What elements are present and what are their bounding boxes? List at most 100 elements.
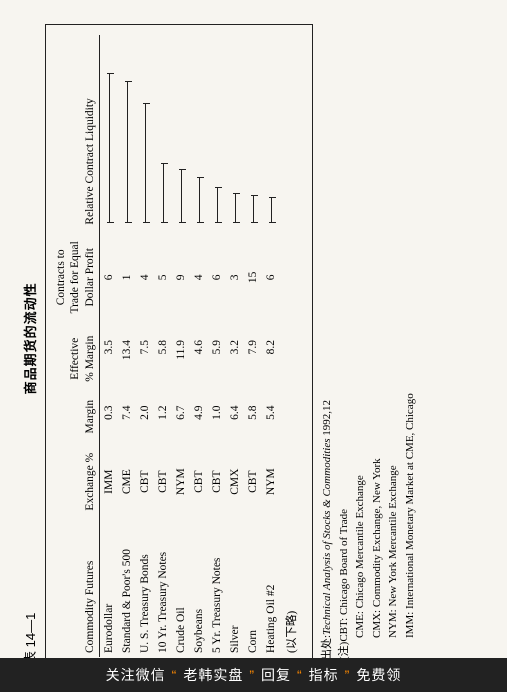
liquidity-bar (253, 195, 254, 223)
cell-exchange: NYM (172, 442, 190, 522)
cell-effective: 3.5 (100, 326, 119, 391)
liquidity-bar (109, 73, 110, 223)
note-line: NYM: New York Mercantile Exchange (385, 24, 402, 660)
cell-liquidity (100, 35, 119, 229)
col-margin: Margin (52, 391, 100, 441)
cell-effective: 8.2 (262, 326, 280, 391)
table-row: CornCBT5.87.915 (244, 35, 262, 657)
header-row: 表 14—1 商品期货的流动性 (20, 24, 39, 668)
cell-margin: 7.4 (118, 391, 136, 441)
table-row: 10 Yr. Treasury NotesCBT1.25.85 (154, 35, 172, 657)
cell-contracts: 6 (100, 229, 119, 326)
liquidity-bar (163, 163, 164, 223)
cell-exchange: NYM (262, 442, 280, 522)
footnotes: 出处:Technical Analysis of Stocks & Commod… (319, 24, 418, 668)
liquidity-bar (145, 103, 146, 223)
cell-liquidity (136, 35, 154, 229)
cell-name: Corn (244, 521, 262, 657)
cell-contracts: 9 (172, 229, 190, 326)
cell-exchange: CBT (136, 442, 154, 522)
cell-effective: 5.8 (154, 326, 172, 391)
liquidity-bar (235, 193, 236, 223)
quote-icon: ” (249, 667, 255, 683)
notes-block: (注)CBT: Chicago Board of Trade CME: Chic… (336, 24, 419, 660)
banner-text: 回复 (261, 665, 291, 685)
cell-contracts: 6 (208, 229, 226, 326)
quote-icon: “ (172, 667, 178, 683)
table-header-row: Commodity Futures Exchange % Margin Effe… (52, 35, 100, 657)
quote-icon: “ (297, 667, 303, 683)
cell-liquidity (172, 35, 190, 229)
cell-liquidity (226, 35, 244, 229)
cell-margin: 0.3 (100, 391, 119, 441)
table-row: Standard & Poor's 500CME7.413.41 (118, 35, 136, 657)
cell-liquidity (208, 35, 226, 229)
cell-effective: 7.5 (136, 326, 154, 391)
col-effective: Effective% Margin (52, 326, 100, 391)
cell-contracts: 5 (154, 229, 172, 326)
cell-exchange: CBT (208, 442, 226, 522)
table-row: Crude OilNYM6.711.99 (172, 35, 190, 657)
cell-name: U. S. Treasury Bonds (136, 521, 154, 657)
cell-liquidity (244, 35, 262, 229)
note-line: CMX: Commodity Exchange, New York (369, 24, 386, 660)
cell-margin: 2.0 (136, 391, 154, 441)
cell-liquidity (154, 35, 172, 229)
col-exchange: Exchange % (52, 442, 100, 522)
table-label: 表 14—1 (20, 613, 39, 664)
liquidity-table: Commodity Futures Exchange % Margin Effe… (52, 35, 302, 657)
cell-name: 5 Yr. Treasury Notes (208, 521, 226, 657)
cell-name: Soybeans (190, 521, 208, 657)
cell-contracts: 4 (190, 229, 208, 326)
cell-margin: 4.9 (190, 391, 208, 441)
liquidity-bar (181, 169, 182, 223)
cell-effective: 11.9 (172, 326, 190, 391)
cell-effective: 13.4 (118, 326, 136, 391)
cell-contracts: 15 (244, 229, 262, 326)
cell-effective: 4.6 (190, 326, 208, 391)
cell-liquidity (118, 35, 136, 229)
table-row: 5 Yr. Treasury NotesCBT1.05.96 (208, 35, 226, 657)
table-row: SilverCMX6.43.23 (226, 35, 244, 657)
cell-liquidity (262, 35, 280, 229)
cell-exchange: IMM (100, 442, 119, 522)
col-commodity: Commodity Futures (52, 521, 100, 657)
rotated-page: 表 14—1 商品期货的流动性 Commodity Futures Exchan… (0, 0, 507, 692)
cell-name: Silver (226, 521, 244, 657)
cell-margin: 5.4 (262, 391, 280, 441)
cell-effective: 5.9 (208, 326, 226, 391)
table-row: SoybeansCBT4.94.64 (190, 35, 208, 657)
cell-contracts: 4 (136, 229, 154, 326)
cell-contracts: 6 (262, 229, 280, 326)
table-row: U. S. Treasury BondsCBT2.07.54 (136, 35, 154, 657)
cell-margin: 1.2 (154, 391, 172, 441)
liquidity-bar (271, 197, 272, 223)
omitted-text: (以下略) (280, 35, 302, 657)
cell-name: Heating Oil #2 (262, 521, 280, 657)
liquidity-bar (199, 177, 200, 223)
cell-margin: 1.0 (208, 391, 226, 441)
cell-margin: 5.8 (244, 391, 262, 441)
cell-margin: 6.7 (172, 391, 190, 441)
table-title: 商品期货的流动性 (20, 84, 39, 593)
cell-effective: 7.9 (244, 326, 262, 391)
cell-exchange: CBT (190, 442, 208, 522)
cell-contracts: 1 (118, 229, 136, 326)
banner-text: 免费领 (356, 665, 401, 685)
col-contracts: Contracts toTrade for EqualDollar Profit (52, 229, 100, 326)
table-row: EurodollarIMM0.33.56 (100, 35, 119, 657)
cell-contracts: 3 (226, 229, 244, 326)
source-line: 出处:Technical Analysis of Stocks & Commod… (319, 24, 336, 660)
wechat-banner[interactable]: 关注微信 “老韩实盘” 回复 “指标” 免费领 (0, 658, 507, 692)
cell-liquidity (190, 35, 208, 229)
cell-exchange: CBT (154, 442, 172, 522)
cell-margin: 6.4 (226, 391, 244, 441)
cell-name: Eurodollar (100, 521, 119, 657)
cell-exchange: CBT (244, 442, 262, 522)
table-row: (以下略) (280, 35, 302, 657)
liquidity-bar (217, 187, 218, 223)
cell-exchange: CMX (226, 442, 244, 522)
cell-name: 10 Yr. Treasury Notes (154, 521, 172, 657)
banner-text: 指标 (309, 665, 339, 685)
banner-text: 关注微信 (106, 665, 166, 685)
